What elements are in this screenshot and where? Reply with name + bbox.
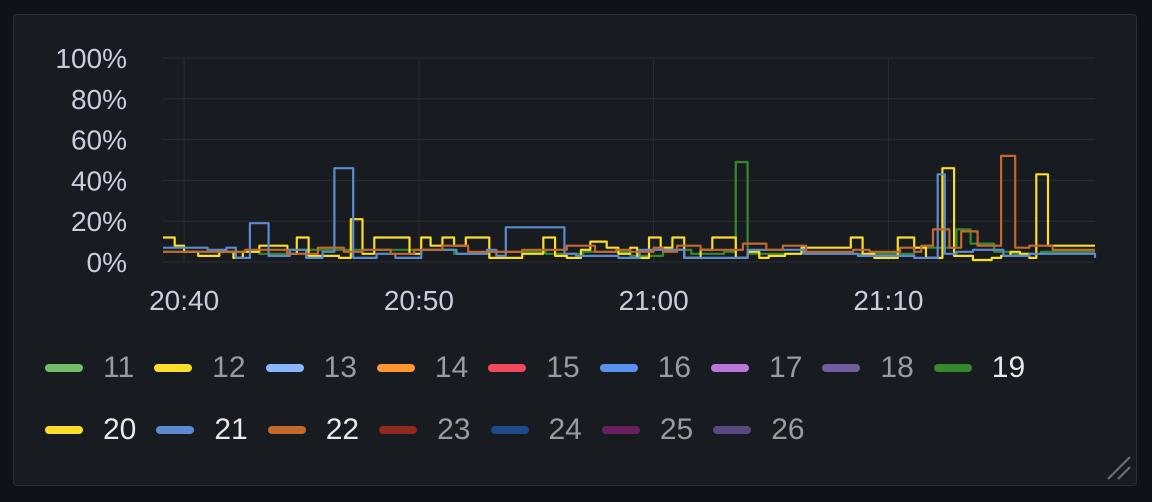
grid-lines <box>163 57 1095 263</box>
legend-label: 26 <box>771 413 805 446</box>
legend-label: 13 <box>323 351 357 384</box>
series-line-21[interactable] <box>163 167 1097 259</box>
legend-label: 18 <box>880 351 914 384</box>
legend-item-15[interactable]: 15 <box>488 346 580 390</box>
legend-item-19[interactable]: 19 <box>933 346 1026 390</box>
legend-label: 21 <box>214 413 248 446</box>
legend-item-13[interactable]: 13 <box>265 346 357 390</box>
legend-swatch <box>601 426 640 434</box>
legend-label: 16 <box>657 351 692 384</box>
legend-item-26[interactable]: 26 <box>713 408 805 452</box>
legend-item-18[interactable]: 18 <box>822 346 914 390</box>
legend-swatch <box>713 426 752 434</box>
x-tick-label: 21:00 <box>619 285 689 316</box>
legend-swatch <box>488 364 527 372</box>
legend-swatch <box>599 364 638 372</box>
legend-swatch <box>490 426 529 434</box>
legend-label: 24 <box>548 413 582 446</box>
y-tick-label: 40% <box>71 165 127 196</box>
series-line-20[interactable] <box>163 167 1095 262</box>
legend-item-22[interactable]: 22 <box>267 408 360 452</box>
legend-swatch <box>376 364 415 372</box>
legend-label: 19 <box>991 351 1026 384</box>
legend-item-11[interactable]: 11 <box>45 346 134 390</box>
legend-swatch <box>933 364 972 372</box>
y-tick-label: 80% <box>71 84 127 115</box>
y-tick-label: 60% <box>71 125 127 156</box>
timeseries-chart: 0% 20% 40% 60% 80% 100% 20:40 20:50 21:00 21:10 <box>55 43 1097 316</box>
legend-item-25[interactable]: 25 <box>601 408 694 452</box>
x-tick-label: 20:40 <box>149 285 219 316</box>
series-line-19[interactable] <box>163 160 1095 257</box>
legend-swatch <box>265 364 304 372</box>
legend-label: 22 <box>325 413 360 446</box>
legend-label: 14 <box>434 351 469 384</box>
resize-handle-icon[interactable] <box>1104 453 1132 481</box>
legend-label: 15 <box>546 351 580 384</box>
legend-item-16[interactable]: 16 <box>599 346 692 390</box>
legend-swatch <box>267 426 306 434</box>
legend-item-21[interactable]: 21 <box>156 408 248 452</box>
legend-swatch <box>822 364 861 372</box>
legend-item-14[interactable]: 14 <box>376 346 469 390</box>
legend-item-12[interactable]: 12 <box>154 346 246 390</box>
legend-swatch <box>711 364 750 372</box>
legend-swatch <box>379 426 418 434</box>
legend-item-24[interactable]: 24 <box>490 408 582 452</box>
legend-item-17[interactable]: 17 <box>711 346 802 390</box>
legend: 11 12 13 14 15 16 17 18 19 20 21 22 23 24 25 26 <box>45 346 1115 452</box>
x-tick-label: 20:50 <box>384 285 454 316</box>
legend-label: 20 <box>103 413 137 446</box>
legend-item-23[interactable]: 23 <box>379 408 471 452</box>
legend-swatch <box>45 364 83 372</box>
legend-item-20[interactable]: 20 <box>45 408 136 452</box>
series-lines <box>163 154 1097 262</box>
y-tick-label: 100% <box>55 43 127 74</box>
y-axis-ticks: 0% 20% 40% 60% 80% 100% <box>55 43 127 278</box>
legend-swatch <box>154 364 193 372</box>
series-line-22[interactable] <box>163 154 1095 255</box>
legend-label: 23 <box>437 413 471 446</box>
chart-panel <box>13 14 1137 486</box>
x-axis-ticks: 20:40 20:50 21:00 21:10 <box>149 285 923 316</box>
x-tick-label: 21:10 <box>853 285 923 316</box>
legend-label: 25 <box>659 413 694 446</box>
legend-label: 12 <box>212 351 246 384</box>
y-tick-label: 0% <box>87 247 127 278</box>
legend-swatch <box>156 426 195 434</box>
y-tick-label: 20% <box>71 206 127 237</box>
legend-label: 17 <box>769 351 803 384</box>
legend-swatch <box>45 426 83 434</box>
legend-label: 11 <box>103 351 135 384</box>
